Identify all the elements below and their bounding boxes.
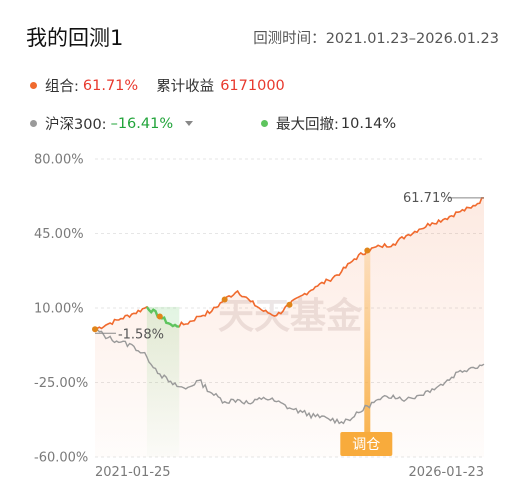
cumulative-value: 6171000 — [220, 77, 285, 94]
period-separator: – — [408, 31, 416, 47]
rebalance-marker — [221, 296, 228, 303]
cumulative-label: 累计收益 — [156, 79, 215, 95]
marker-layer — [92, 247, 371, 333]
rebalance-marker — [286, 301, 293, 308]
legend-benchmark[interactable]: 沪深300: –16.41% — [30, 113, 194, 134]
y-tick-label: 80.00% — [34, 153, 84, 168]
x-tick-label: 2026-01-23 — [408, 465, 484, 480]
period-label: 回测时间： — [253, 31, 326, 47]
portfolio-area — [95, 197, 484, 458]
rebalance-bar — [364, 250, 371, 437]
portfolio-value: 61.71% — [82, 77, 139, 94]
page-title: 我的回测1 — [26, 26, 124, 50]
backtest-period: 回测时间：2021.01.23–2026.01.23 — [253, 27, 499, 48]
annotation-end-value: 61.71% — [403, 191, 453, 206]
benchmark-dot-icon — [30, 120, 37, 127]
label-layer: -1.58% 61.71% 调仓 — [95, 191, 484, 456]
portfolio-label: 组合: — [45, 79, 79, 95]
drawdown-segment — [145, 306, 180, 328]
benchmark-dropdown-caret-icon[interactable] — [185, 121, 194, 126]
y-tick-label: 45.00% — [34, 227, 84, 242]
portfolio-dot-icon — [30, 82, 37, 89]
rebalance-marker — [156, 313, 163, 320]
annotation-start-value: -1.58% — [118, 327, 164, 342]
drawdown-shading — [146, 306, 180, 457]
rebalance-tag — [340, 432, 393, 456]
period-end: 2026.01.23 — [415, 31, 499, 47]
rebalance-marker — [92, 326, 98, 333]
y-tick-label: -25.00% — [34, 376, 88, 391]
benchmark-value: –16.41% — [110, 115, 174, 132]
drawdown-label: 最大回撤: — [276, 117, 339, 133]
drawdown-dot-icon — [261, 120, 268, 127]
drawdown-value: 10.14% — [340, 115, 397, 132]
period-start: 2021.01.23 — [325, 31, 409, 47]
benchmark-label: 沪深300: — [45, 117, 107, 133]
area-layer — [95, 197, 484, 458]
benchmark-line — [94, 328, 485, 425]
legend-drawdown: 最大回撤: 10.14% — [261, 113, 396, 134]
rebalance-tag-label: 调仓 — [352, 437, 380, 453]
y-tick-label: -60.00% — [34, 451, 88, 466]
legend-portfolio: 组合: 61.71% 累计收益 6171000 — [30, 75, 285, 96]
y-tick-label: 10.00% — [34, 302, 84, 317]
x-tick-label: 2021-01-25 — [95, 465, 171, 480]
rebalance-marker — [364, 247, 371, 254]
